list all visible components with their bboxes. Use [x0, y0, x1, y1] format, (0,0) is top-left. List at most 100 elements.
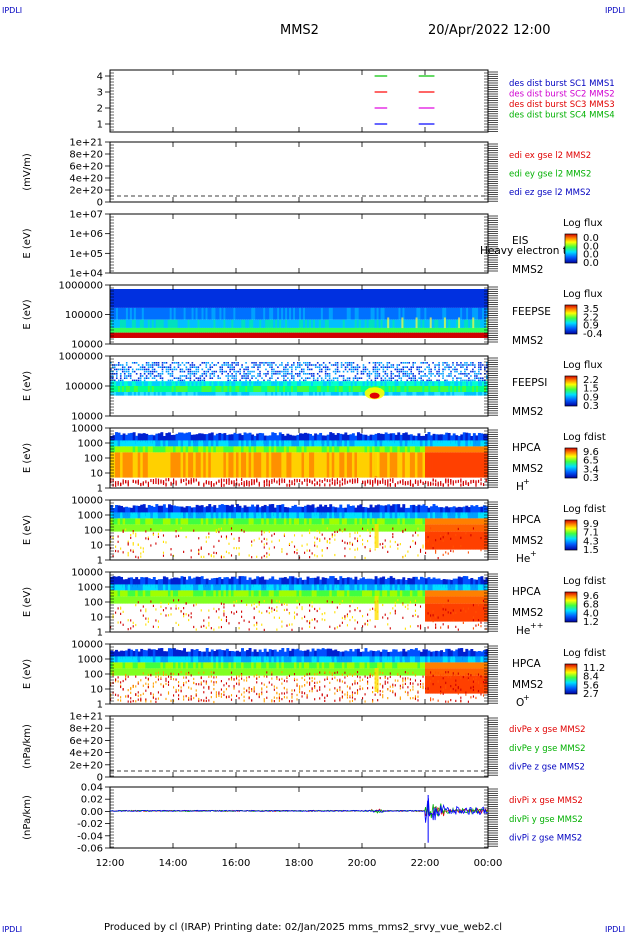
spec-cell — [348, 289, 352, 308]
spec-cell — [476, 307, 479, 320]
spec-cell — [326, 479, 328, 483]
spec-cell — [238, 446, 242, 453]
spec-cell — [195, 366, 198, 368]
spec-cell — [185, 289, 189, 308]
spec-cell — [245, 289, 248, 308]
spec-cell — [299, 479, 301, 483]
spec-cell — [342, 386, 346, 392]
spec-cell — [198, 537, 200, 540]
spec-cell — [467, 512, 471, 519]
spec-cell — [349, 532, 351, 535]
spec-cell — [161, 366, 164, 368]
spec-cell — [180, 518, 184, 525]
spec-cell — [167, 392, 171, 396]
spec-cell — [221, 327, 224, 333]
spec-cell — [406, 373, 409, 375]
spec-cell — [476, 386, 479, 392]
spec-cell — [480, 364, 482, 366]
spec-cell — [243, 432, 247, 441]
spec-cell — [211, 319, 214, 328]
spec-cell — [299, 524, 302, 532]
spec-cell — [426, 386, 429, 392]
spec-cell — [344, 547, 346, 550]
spec-cell — [392, 377, 395, 379]
spec-cell — [356, 386, 360, 392]
spec-cell — [137, 543, 139, 546]
spec-cell — [236, 478, 238, 482]
spec-cell — [131, 332, 135, 338]
spec-cell — [356, 381, 360, 386]
spec-cell — [293, 362, 295, 364]
spec-cell — [465, 518, 469, 525]
spec-cell — [332, 379, 335, 382]
spec-cell — [110, 440, 113, 447]
spec-cell — [125, 377, 128, 379]
spec-cell — [324, 375, 327, 377]
spec-cell — [132, 542, 134, 545]
spec-cell — [338, 392, 342, 396]
spec-cell — [142, 446, 146, 453]
spec-cell — [394, 289, 397, 308]
edi-legend-entry: edi ex gse l2 MMS2 — [509, 151, 591, 161]
spec-cell — [485, 478, 487, 482]
spec-cell — [171, 332, 175, 338]
spec-cell — [407, 440, 411, 447]
spec-cell — [445, 531, 449, 550]
spec-cell — [199, 381, 203, 386]
spec-cell — [139, 368, 142, 371]
spec-cell — [308, 364, 311, 366]
spec-cell — [269, 319, 272, 328]
spec-cell — [457, 527, 459, 531]
spec-cell — [412, 332, 415, 338]
spec-cell — [324, 452, 328, 478]
spec-cell — [281, 375, 283, 377]
spec-cell — [123, 373, 126, 375]
spec-cell — [399, 480, 401, 484]
spec-cell — [478, 368, 480, 371]
spec-cell — [113, 386, 117, 392]
spec-cell — [430, 307, 433, 320]
spec-cell — [231, 319, 234, 328]
spec-cell — [386, 307, 390, 320]
spec-cell — [159, 307, 163, 320]
spec-cell — [384, 512, 388, 519]
spec-cell — [388, 362, 391, 364]
spec-cell — [205, 381, 208, 386]
spec-cell — [434, 386, 437, 392]
spec-cell — [376, 375, 379, 377]
spec-cell — [455, 518, 459, 525]
spec-cell — [356, 505, 360, 514]
spec-cell — [430, 531, 433, 550]
spec-cell — [235, 386, 238, 392]
spec-cell — [324, 368, 327, 371]
spec-cell — [374, 478, 376, 482]
spec-cell — [230, 512, 234, 519]
spec-cell — [437, 446, 441, 453]
spec-cell — [249, 381, 252, 386]
spec-cell — [285, 289, 288, 308]
spec-cell — [261, 540, 263, 543]
spec-cell — [208, 446, 212, 453]
spec-cell — [291, 540, 293, 544]
spec-cell — [447, 507, 451, 516]
spec-cell — [430, 379, 432, 382]
spec-cell — [428, 366, 430, 368]
spec-cell — [342, 370, 345, 373]
spec-cell — [428, 370, 430, 373]
spec-cell — [229, 379, 231, 382]
spec-cell — [147, 446, 151, 453]
spec-cell — [228, 481, 230, 485]
spec-cell — [417, 534, 419, 537]
spec-cell — [478, 377, 480, 379]
spec-cell — [422, 546, 424, 549]
spec-cell — [169, 364, 172, 366]
spec-cell — [450, 435, 454, 444]
spec-cell — [263, 319, 266, 328]
spec-cell — [410, 289, 413, 308]
spec-cell — [410, 381, 413, 386]
spec-cell — [472, 289, 475, 308]
spec-cell — [125, 512, 129, 519]
spec-cell — [444, 379, 446, 382]
spec-cell — [356, 452, 360, 478]
spec-cell — [314, 386, 318, 392]
